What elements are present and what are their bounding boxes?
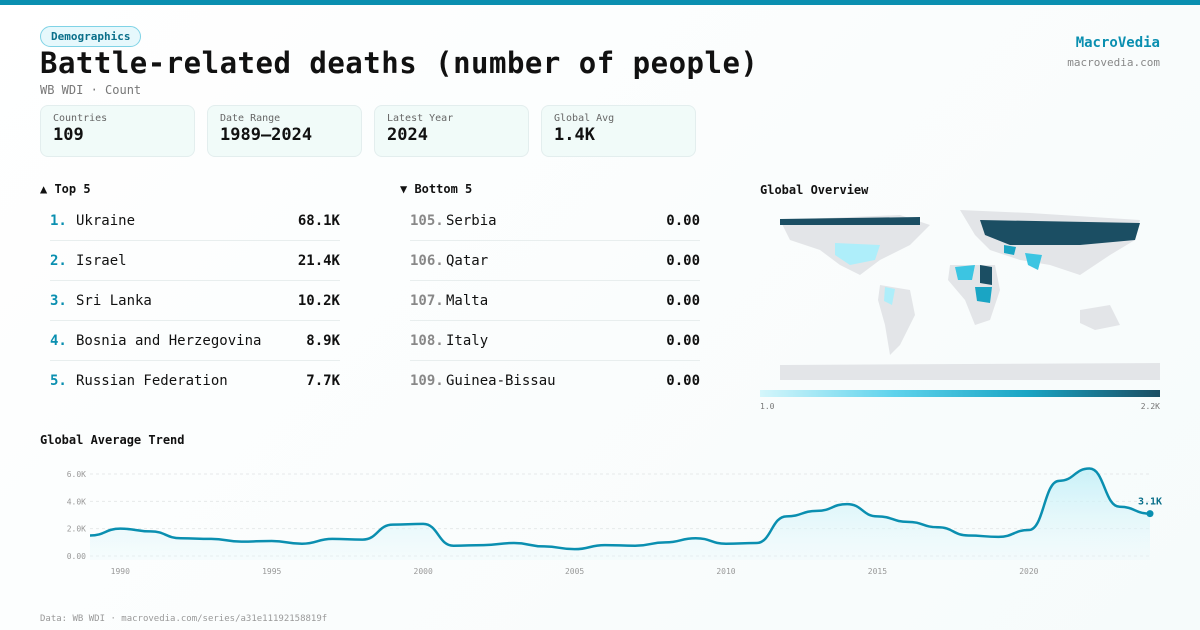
stat-label: Global Avg xyxy=(554,113,615,124)
rank: 5. xyxy=(50,373,67,389)
x-tick-label: 2005 xyxy=(565,567,584,576)
stat-value: 2024 xyxy=(387,125,428,145)
country-value: 8.9K xyxy=(306,332,340,349)
map-region-canada[interactable] xyxy=(780,217,920,225)
y-tick-label: 4.0K xyxy=(67,497,86,506)
world-map[interactable] xyxy=(780,205,1160,380)
brand-logo[interactable]: MacroVedia xyxy=(1075,35,1160,51)
bottom5-list: 105. Serbia 0.00 106. Qatar 0.00 107. Malta 0.00… xyxy=(410,201,700,401)
country-value: 0.00 xyxy=(666,332,700,349)
x-tick-label: 1995 xyxy=(262,567,281,576)
country-name: Sri Lanka xyxy=(76,292,152,309)
map-region-congo[interactable] xyxy=(975,287,992,303)
list-item[interactable]: 108. Italy 0.00 xyxy=(410,321,700,361)
stat-card-latest-year: Latest Year 2024 xyxy=(374,105,529,157)
stat-label: Countries xyxy=(53,113,108,124)
x-tick-label: 2010 xyxy=(716,567,735,576)
top5-list: 1. Ukraine 68.1K 2. Israel 21.4K 3. Sri Lanka 10… xyxy=(50,201,340,401)
country-name: Israel xyxy=(76,252,127,269)
stat-label: Date Range xyxy=(220,113,281,124)
country-name: Malta xyxy=(446,292,489,309)
rank: 105. xyxy=(410,212,444,229)
country-value: 0.00 xyxy=(666,212,700,229)
country-name: Qatar xyxy=(446,252,489,269)
country-value: 21.4K xyxy=(297,252,340,269)
x-tick-label: 2000 xyxy=(414,567,433,576)
y-tick-label: 0.00 xyxy=(67,552,86,561)
country-name: Russian Federation xyxy=(76,373,228,389)
data-point xyxy=(1146,510,1154,518)
x-tick-label: 2015 xyxy=(868,567,887,576)
y-tick-label: 2.0K xyxy=(67,525,86,534)
stat-value: 1.4K xyxy=(554,125,595,145)
stat-label: Latest Year xyxy=(387,113,454,124)
map-heading: Global Overview xyxy=(760,183,869,197)
stat-card-countries: Countries 109 xyxy=(40,105,195,157)
rank: 108. xyxy=(410,332,444,349)
list-item[interactable]: 109. Guinea-Bissau 0.00 xyxy=(410,361,700,401)
rank: 4. xyxy=(50,332,67,349)
rank: 2. xyxy=(50,252,67,269)
top-accent-bar xyxy=(0,0,1200,5)
map-region-colombia[interactable] xyxy=(884,287,895,305)
country-value: 0.00 xyxy=(666,252,700,269)
legend-min: 1.0 xyxy=(760,402,775,411)
country-name: Guinea-Bissau xyxy=(446,373,556,389)
x-tick-label: 2020 xyxy=(1019,567,1038,576)
trend-area xyxy=(90,468,1150,560)
trend-chart: 0.00 2.0K 4.0K 6.0K 1990 1995 2000 2005 2010 2015… xyxy=(67,467,1162,576)
map-region-usa[interactable] xyxy=(835,243,880,265)
stat-card-date-range: Date Range 1989–2024 xyxy=(207,105,362,157)
bottom5-heading: ▼ Bottom 5 xyxy=(400,182,473,196)
page-title: Battle-related deaths (number of people) xyxy=(40,46,759,80)
country-value: 7.7K xyxy=(306,373,340,389)
country-name: Ukraine xyxy=(76,212,136,229)
rank: 1. xyxy=(50,212,67,229)
list-item[interactable]: 3. Sri Lanka 10.2K xyxy=(50,281,340,321)
trend-line xyxy=(89,467,1151,551)
x-tick-label: 1990 xyxy=(111,567,130,576)
map-region-africa-west[interactable] xyxy=(955,265,975,280)
last-value-label: 3.1K xyxy=(1138,497,1162,508)
map-region-russia[interactable] xyxy=(980,220,1140,245)
country-name: Serbia xyxy=(446,212,497,229)
list-item[interactable]: 5. Russian Federation 7.7K xyxy=(50,361,340,401)
list-item[interactable]: 1. Ukraine 68.1K xyxy=(50,201,340,241)
chart-title: Global Average Trend xyxy=(40,433,185,447)
country-name: Bosnia and Herzegovina xyxy=(76,332,262,349)
rank: 106. xyxy=(410,252,444,269)
subtitle: WB WDI · Count xyxy=(40,83,142,97)
country-value: 0.00 xyxy=(666,292,700,309)
country-value: 10.2K xyxy=(297,292,340,309)
country-value: 68.1K xyxy=(297,212,340,229)
list-item[interactable]: 107. Malta 0.00 xyxy=(410,281,700,321)
list-item[interactable]: 4. Bosnia and Herzegovina 8.9K xyxy=(50,321,340,361)
country-value: 0.00 xyxy=(666,373,700,389)
list-item[interactable]: 106. Qatar 0.00 xyxy=(410,241,700,281)
legend-max: 2.2K xyxy=(1140,402,1160,411)
y-tick-label: 6.0K xyxy=(67,470,86,479)
brand-url[interactable]: macrovedia.com xyxy=(1067,56,1160,69)
map-region-mideast[interactable] xyxy=(1004,245,1016,255)
stat-card-global-avg: Global Avg 1.4K xyxy=(541,105,696,157)
footer-source: Data: WB WDI · macrovedia.com/series/a31… xyxy=(40,614,328,624)
rank: 107. xyxy=(410,292,444,309)
country-name: Italy xyxy=(446,332,489,349)
category-badge[interactable]: Demographics xyxy=(40,26,142,47)
stat-value: 1989–2024 xyxy=(220,125,313,145)
list-item[interactable]: 2. Israel 21.4K xyxy=(50,241,340,281)
map-color-legend xyxy=(760,390,1160,397)
rank: 3. xyxy=(50,292,67,309)
top5-heading: ▲ Top 5 xyxy=(40,182,91,196)
rank: 109. xyxy=(410,373,444,389)
map-region-india[interactable] xyxy=(1025,253,1042,270)
stat-value: 109 xyxy=(53,125,84,145)
map-region-sudan[interactable] xyxy=(980,265,992,285)
list-item[interactable]: 105. Serbia 0.00 xyxy=(410,201,700,241)
